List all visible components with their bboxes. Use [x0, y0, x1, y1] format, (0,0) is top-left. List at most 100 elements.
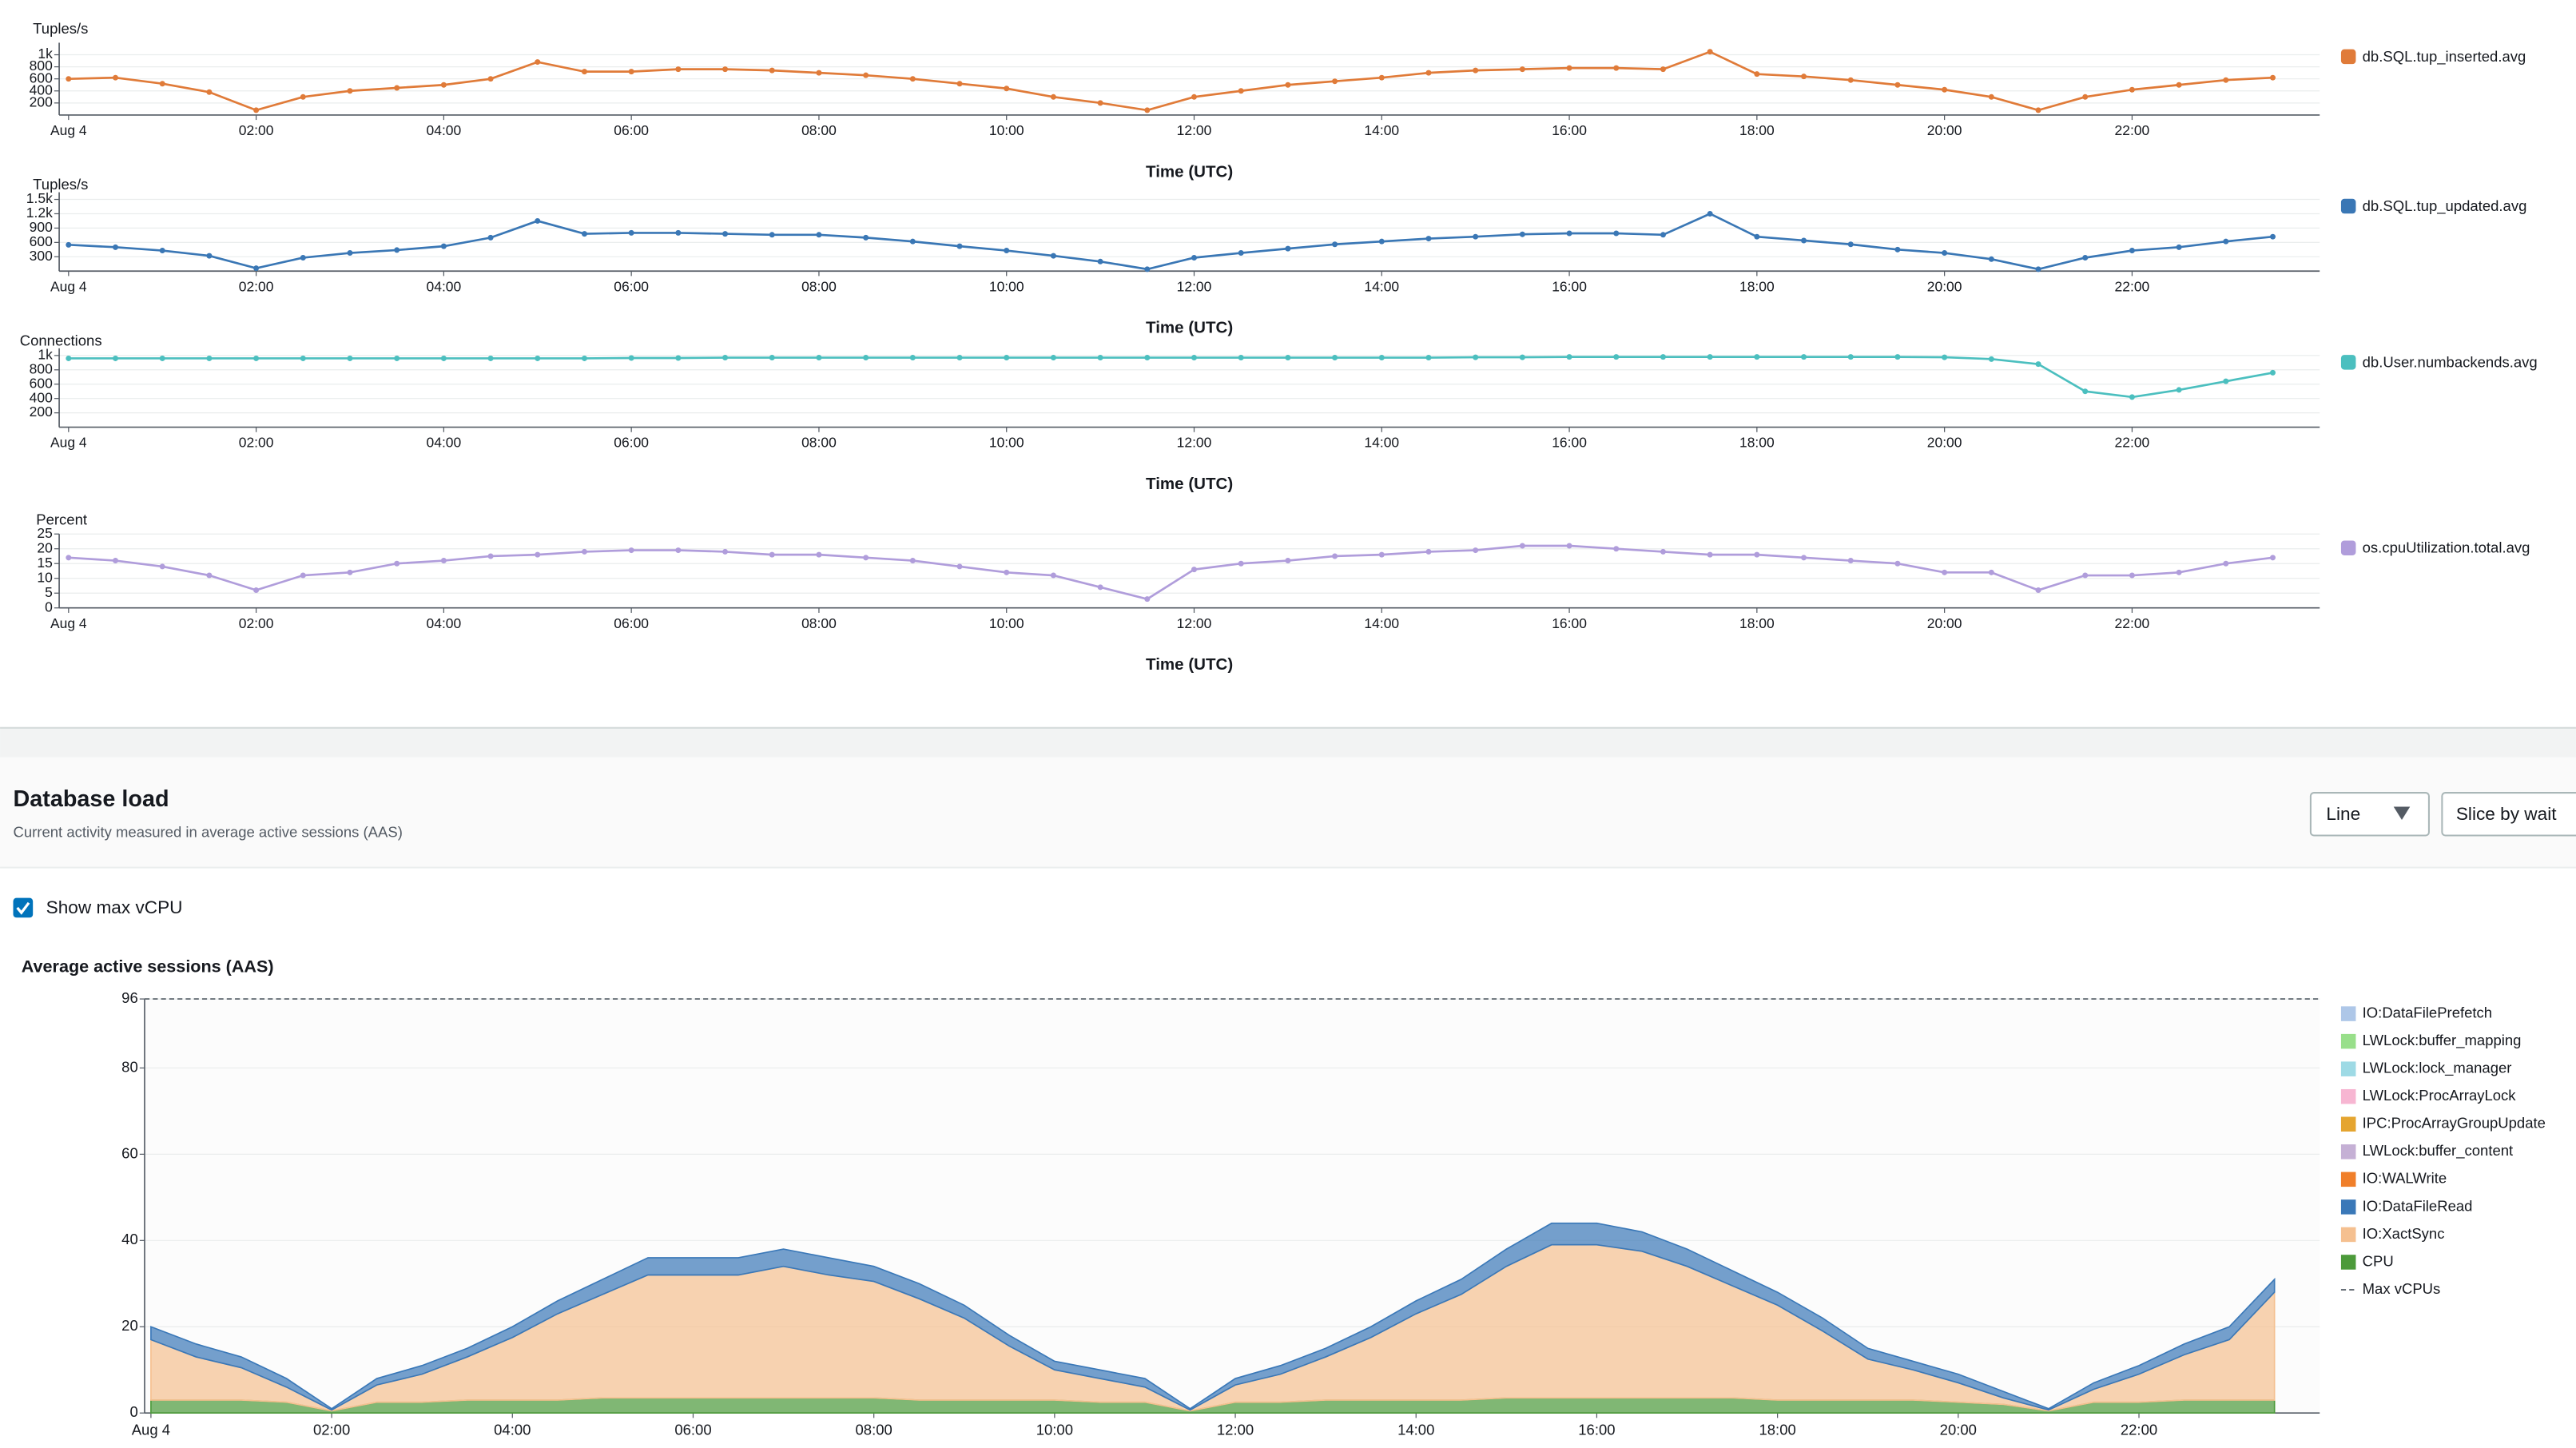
x-tick-label: 02:00 [239, 615, 274, 631]
point [2129, 572, 2135, 579]
x-tick-label: 02:00 [239, 122, 274, 138]
point [863, 72, 869, 78]
legend-label: CPU [2363, 1252, 2394, 1269]
point [440, 82, 447, 88]
point [1988, 569, 1994, 575]
x-tick-label: 12:00 [1177, 122, 1212, 138]
legend-swatch [2340, 1116, 2356, 1132]
panel-subtitle: Current activity measured in average act… [14, 823, 403, 840]
point [300, 355, 306, 361]
point [1378, 355, 1385, 361]
point [300, 93, 306, 100]
legend-swatch [2340, 540, 2356, 555]
point [487, 355, 494, 361]
view-select[interactable]: Line [2309, 792, 2430, 837]
y-tick-label: 80 [121, 1058, 138, 1075]
point [2223, 77, 2229, 83]
point [722, 66, 729, 73]
select-caret[interactable] [2393, 806, 2411, 820]
point [1332, 553, 1338, 559]
legend-label: IO:WALWrite [2363, 1170, 2447, 1187]
point [1004, 86, 1010, 92]
point [1707, 210, 1713, 217]
point [1097, 100, 1103, 106]
x-tick-label: 20:00 [1927, 615, 1962, 631]
point [1238, 88, 1244, 94]
button-box[interactable] [2441, 792, 2576, 837]
checkbox-label[interactable]: Show max vCPU [46, 897, 183, 917]
point [1425, 355, 1432, 361]
point [1144, 266, 1151, 272]
y-tick-label: 5 [45, 584, 53, 600]
x-axis-title: Time (UTC) [1146, 162, 1233, 181]
y-tick-label: 600 [30, 70, 53, 86]
x-tick-label: 08:00 [801, 435, 837, 451]
point [1473, 547, 1479, 554]
panel-header [0, 757, 2576, 868]
legend-label: os.cpuUtilization.total.avg [2363, 539, 2530, 556]
point [253, 107, 260, 113]
x-tick-label: Aug 4 [132, 1422, 170, 1438]
button-label[interactable]: Slice by wait [2456, 804, 2557, 824]
point [1566, 65, 1572, 71]
x-tick-label: 10:00 [989, 615, 1024, 631]
point [1988, 93, 1994, 100]
point [1332, 241, 1338, 248]
point [1801, 555, 1807, 561]
point [1332, 355, 1338, 361]
x-tick-label: 12:00 [1177, 278, 1212, 294]
x-tick-label: 22:00 [2115, 615, 2150, 631]
max-vcpu-checkbox[interactable]: Show max vCPU [13, 897, 183, 918]
point [300, 255, 306, 261]
point [206, 355, 213, 361]
y-tick-label: 1.5k [26, 190, 53, 206]
point [816, 551, 822, 558]
point [2035, 587, 2041, 594]
point [1519, 231, 1525, 237]
point [1988, 356, 1994, 362]
select-value[interactable]: Line [2326, 804, 2360, 824]
point [1613, 354, 1620, 360]
point [1378, 238, 1385, 245]
x-tick-label: 18:00 [1739, 435, 1775, 451]
legend-label: IO:DataFileRead [2363, 1197, 2473, 1214]
series-line [68, 356, 2273, 399]
point [1473, 354, 1479, 360]
point [66, 241, 72, 248]
point [769, 232, 775, 238]
x-tick-label: 08:00 [801, 122, 837, 138]
point [1238, 355, 1244, 361]
select-box[interactable] [2309, 792, 2430, 837]
point [1754, 354, 1760, 360]
point [1473, 67, 1479, 74]
point [909, 238, 916, 245]
x-tick-label: 20:00 [1927, 122, 1962, 138]
point [1285, 82, 1291, 88]
legend-label: LWLock:buffer_mapping [2363, 1032, 2522, 1049]
point [675, 547, 682, 554]
x-tick-label: 06:00 [674, 1422, 711, 1438]
x-tick-label: 12:00 [1177, 435, 1212, 451]
slice-button[interactable]: Slice by wait [2441, 792, 2576, 837]
x-tick-label: 18:00 [1739, 122, 1775, 138]
point [1942, 86, 1948, 93]
checkmark[interactable] [16, 901, 30, 915]
point [956, 81, 963, 87]
legend-swatch [2340, 1227, 2356, 1243]
point [394, 560, 400, 567]
point [1519, 543, 1525, 549]
x-tick-label: 22:00 [2115, 278, 2150, 294]
point [1519, 354, 1525, 360]
point [1847, 77, 1854, 83]
point [675, 355, 682, 361]
legend-swatch [2340, 1033, 2356, 1049]
point [1847, 241, 1854, 248]
x-axis-title: Time (UTC) [1146, 319, 1233, 337]
point [2082, 255, 2089, 261]
checkbox[interactable] [13, 897, 34, 918]
y-tick-label: 1k [38, 46, 53, 62]
point [1425, 70, 1432, 76]
point [628, 69, 634, 75]
x-tick-label: 22:00 [2121, 1422, 2157, 1438]
